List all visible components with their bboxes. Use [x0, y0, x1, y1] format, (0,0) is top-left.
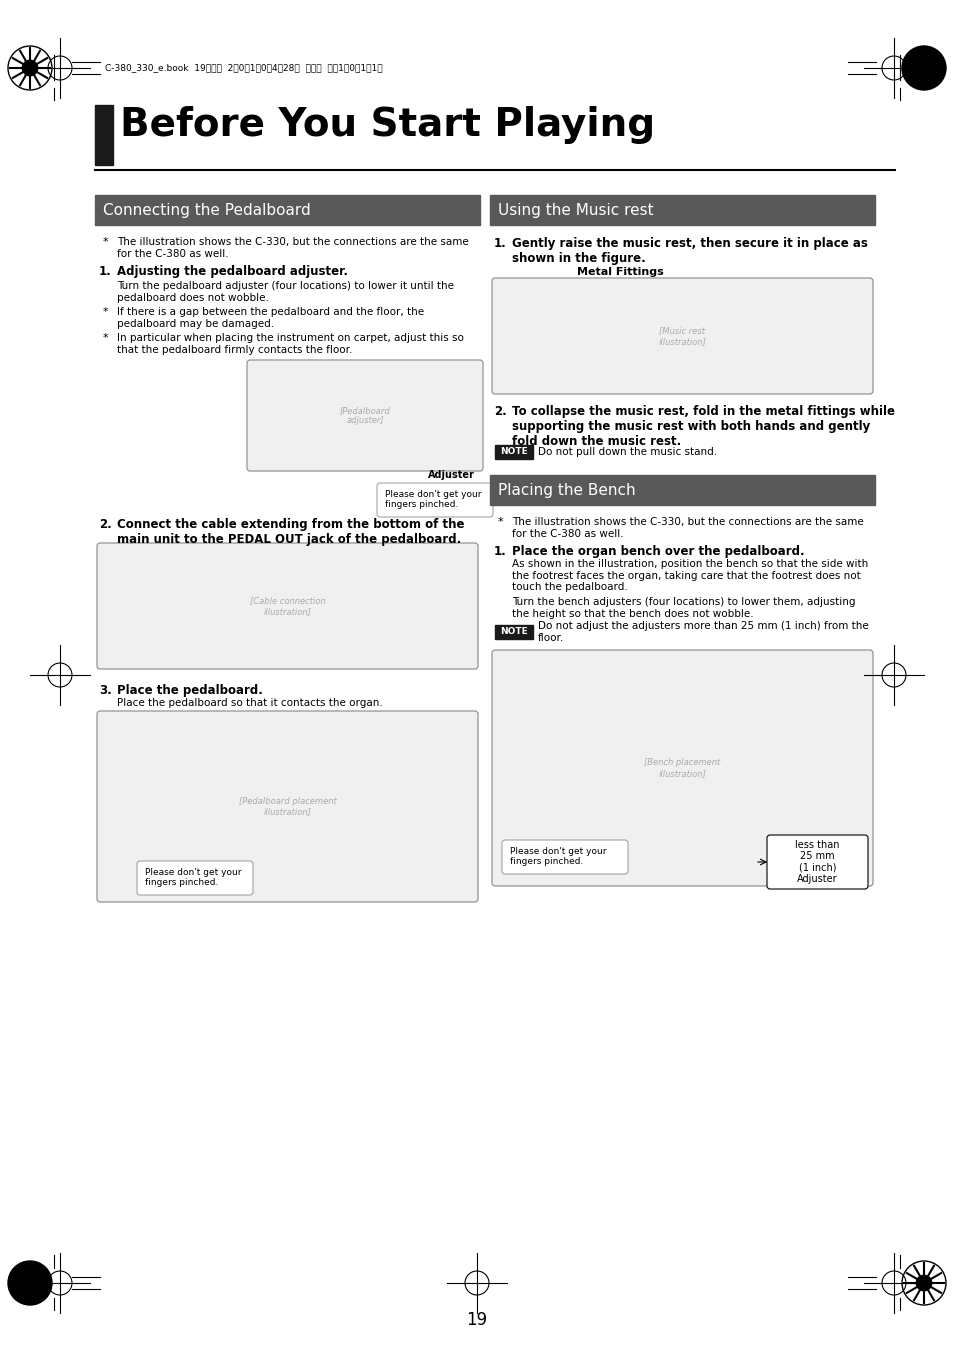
Text: Using the Music rest: Using the Music rest [497, 203, 653, 218]
FancyBboxPatch shape [97, 711, 477, 902]
FancyBboxPatch shape [137, 861, 253, 894]
Text: Adjuster: Adjuster [428, 470, 475, 480]
Text: Do not pull down the music stand.: Do not pull down the music stand. [537, 447, 717, 457]
Text: Connecting the Pedalboard: Connecting the Pedalboard [103, 203, 311, 218]
Text: Before You Start Playing: Before You Start Playing [120, 105, 655, 145]
Bar [495, 626, 533, 639]
Text: Place the pedalboard so that it contacts the organ.: Place the pedalboard so that it contacts… [117, 698, 382, 708]
Text: Please don't get your
fingers pinched.: Please don't get your fingers pinched. [145, 867, 241, 888]
Text: 19: 19 [466, 1310, 487, 1329]
Text: If there is a gap between the pedalboard and the floor, the
pedalboard may be da: If there is a gap between the pedalboard… [117, 307, 424, 328]
Text: 3.: 3. [99, 684, 112, 697]
Text: Do not adjust the adjusters more than 25 mm (1 inch) from the
floor.: Do not adjust the adjusters more than 25… [537, 621, 868, 643]
Bar [490, 476, 874, 505]
Text: The illustration shows the C-330, but the connections are the same
for the C-380: The illustration shows the C-330, but th… [512, 517, 862, 539]
Circle shape [915, 1275, 931, 1290]
Circle shape [8, 1260, 52, 1305]
Text: *: * [103, 307, 109, 317]
Text: To collapse the music rest, fold in the metal fittings while
supporting the musi: To collapse the music rest, fold in the … [512, 405, 894, 449]
Text: *: * [103, 332, 109, 343]
FancyBboxPatch shape [766, 835, 867, 889]
FancyBboxPatch shape [501, 840, 627, 874]
Text: Adjusting the pedalboard adjuster.: Adjusting the pedalboard adjuster. [117, 265, 348, 278]
Text: Turn the pedalboard adjuster (four locations) to lower it until the
pedalboard d: Turn the pedalboard adjuster (four locat… [117, 281, 454, 303]
Circle shape [901, 1260, 945, 1305]
Bar [95, 105, 112, 165]
Text: The illustration shows the C-330, but the connections are the same
for the C-380: The illustration shows the C-330, but th… [117, 236, 468, 258]
Text: [Pedalboard
adjuster]: [Pedalboard adjuster] [339, 405, 390, 426]
FancyBboxPatch shape [376, 484, 493, 517]
Circle shape [8, 46, 52, 91]
Text: NOTE: NOTE [499, 447, 527, 457]
Text: *: * [497, 517, 503, 527]
Text: [Cable connection
illustration]: [Cable connection illustration] [250, 596, 325, 616]
Bar [495, 444, 533, 459]
Bar [490, 195, 874, 226]
Text: C-380_330_e.book  19ページ  2、0、1、0年4月28日  水曜日  午後1、0時1、1分: C-380_330_e.book 19ページ 2、0、1、0年4月28日 水曜日… [105, 63, 382, 73]
Circle shape [901, 46, 945, 91]
Text: Gently raise the music rest, then secure it in place as
shown in the figure.: Gently raise the music rest, then secure… [512, 236, 867, 265]
Text: NOTE: NOTE [499, 627, 527, 636]
Bar [95, 195, 479, 226]
Circle shape [22, 61, 38, 76]
Text: 2.: 2. [494, 405, 506, 417]
Text: Place the pedalboard.: Place the pedalboard. [117, 684, 263, 697]
Text: 1.: 1. [494, 544, 506, 558]
Text: Placing the Bench: Placing the Bench [497, 482, 635, 497]
FancyBboxPatch shape [492, 650, 872, 886]
Text: 2.: 2. [99, 517, 112, 531]
Text: In particular when placing the instrument on carpet, adjust this so
that the ped: In particular when placing the instrumen… [117, 332, 463, 354]
Text: 1.: 1. [494, 236, 506, 250]
Text: [Bench placement
illustration]: [Bench placement illustration] [643, 758, 720, 778]
Text: [Pedalboard placement
illustration]: [Pedalboard placement illustration] [238, 797, 336, 816]
Text: *: * [103, 236, 109, 247]
Text: As shown in the illustration, position the bench so that the side with
the footr: As shown in the illustration, position t… [512, 559, 867, 592]
Text: 1.: 1. [99, 265, 112, 278]
FancyBboxPatch shape [247, 359, 482, 471]
Text: Please don't get your
fingers pinched.: Please don't get your fingers pinched. [385, 490, 481, 509]
Text: Metal Fittings: Metal Fittings [576, 267, 662, 277]
FancyBboxPatch shape [492, 278, 872, 394]
FancyBboxPatch shape [97, 543, 477, 669]
Text: Place the organ bench over the pedalboard.: Place the organ bench over the pedalboar… [512, 544, 803, 558]
Text: Connect the cable extending from the bottom of the
main unit to the PEDAL OUT ja: Connect the cable extending from the bot… [117, 517, 464, 546]
Text: Turn the bench adjusters (four locations) to lower them, adjusting
the height so: Turn the bench adjusters (four locations… [512, 597, 855, 619]
Text: less than
25 mm
(1 inch)
Adjuster: less than 25 mm (1 inch) Adjuster [795, 839, 839, 885]
Text: Please don't get your
fingers pinched.: Please don't get your fingers pinched. [510, 847, 606, 866]
Text: [Music rest
illustration]: [Music rest illustration] [658, 327, 706, 346]
